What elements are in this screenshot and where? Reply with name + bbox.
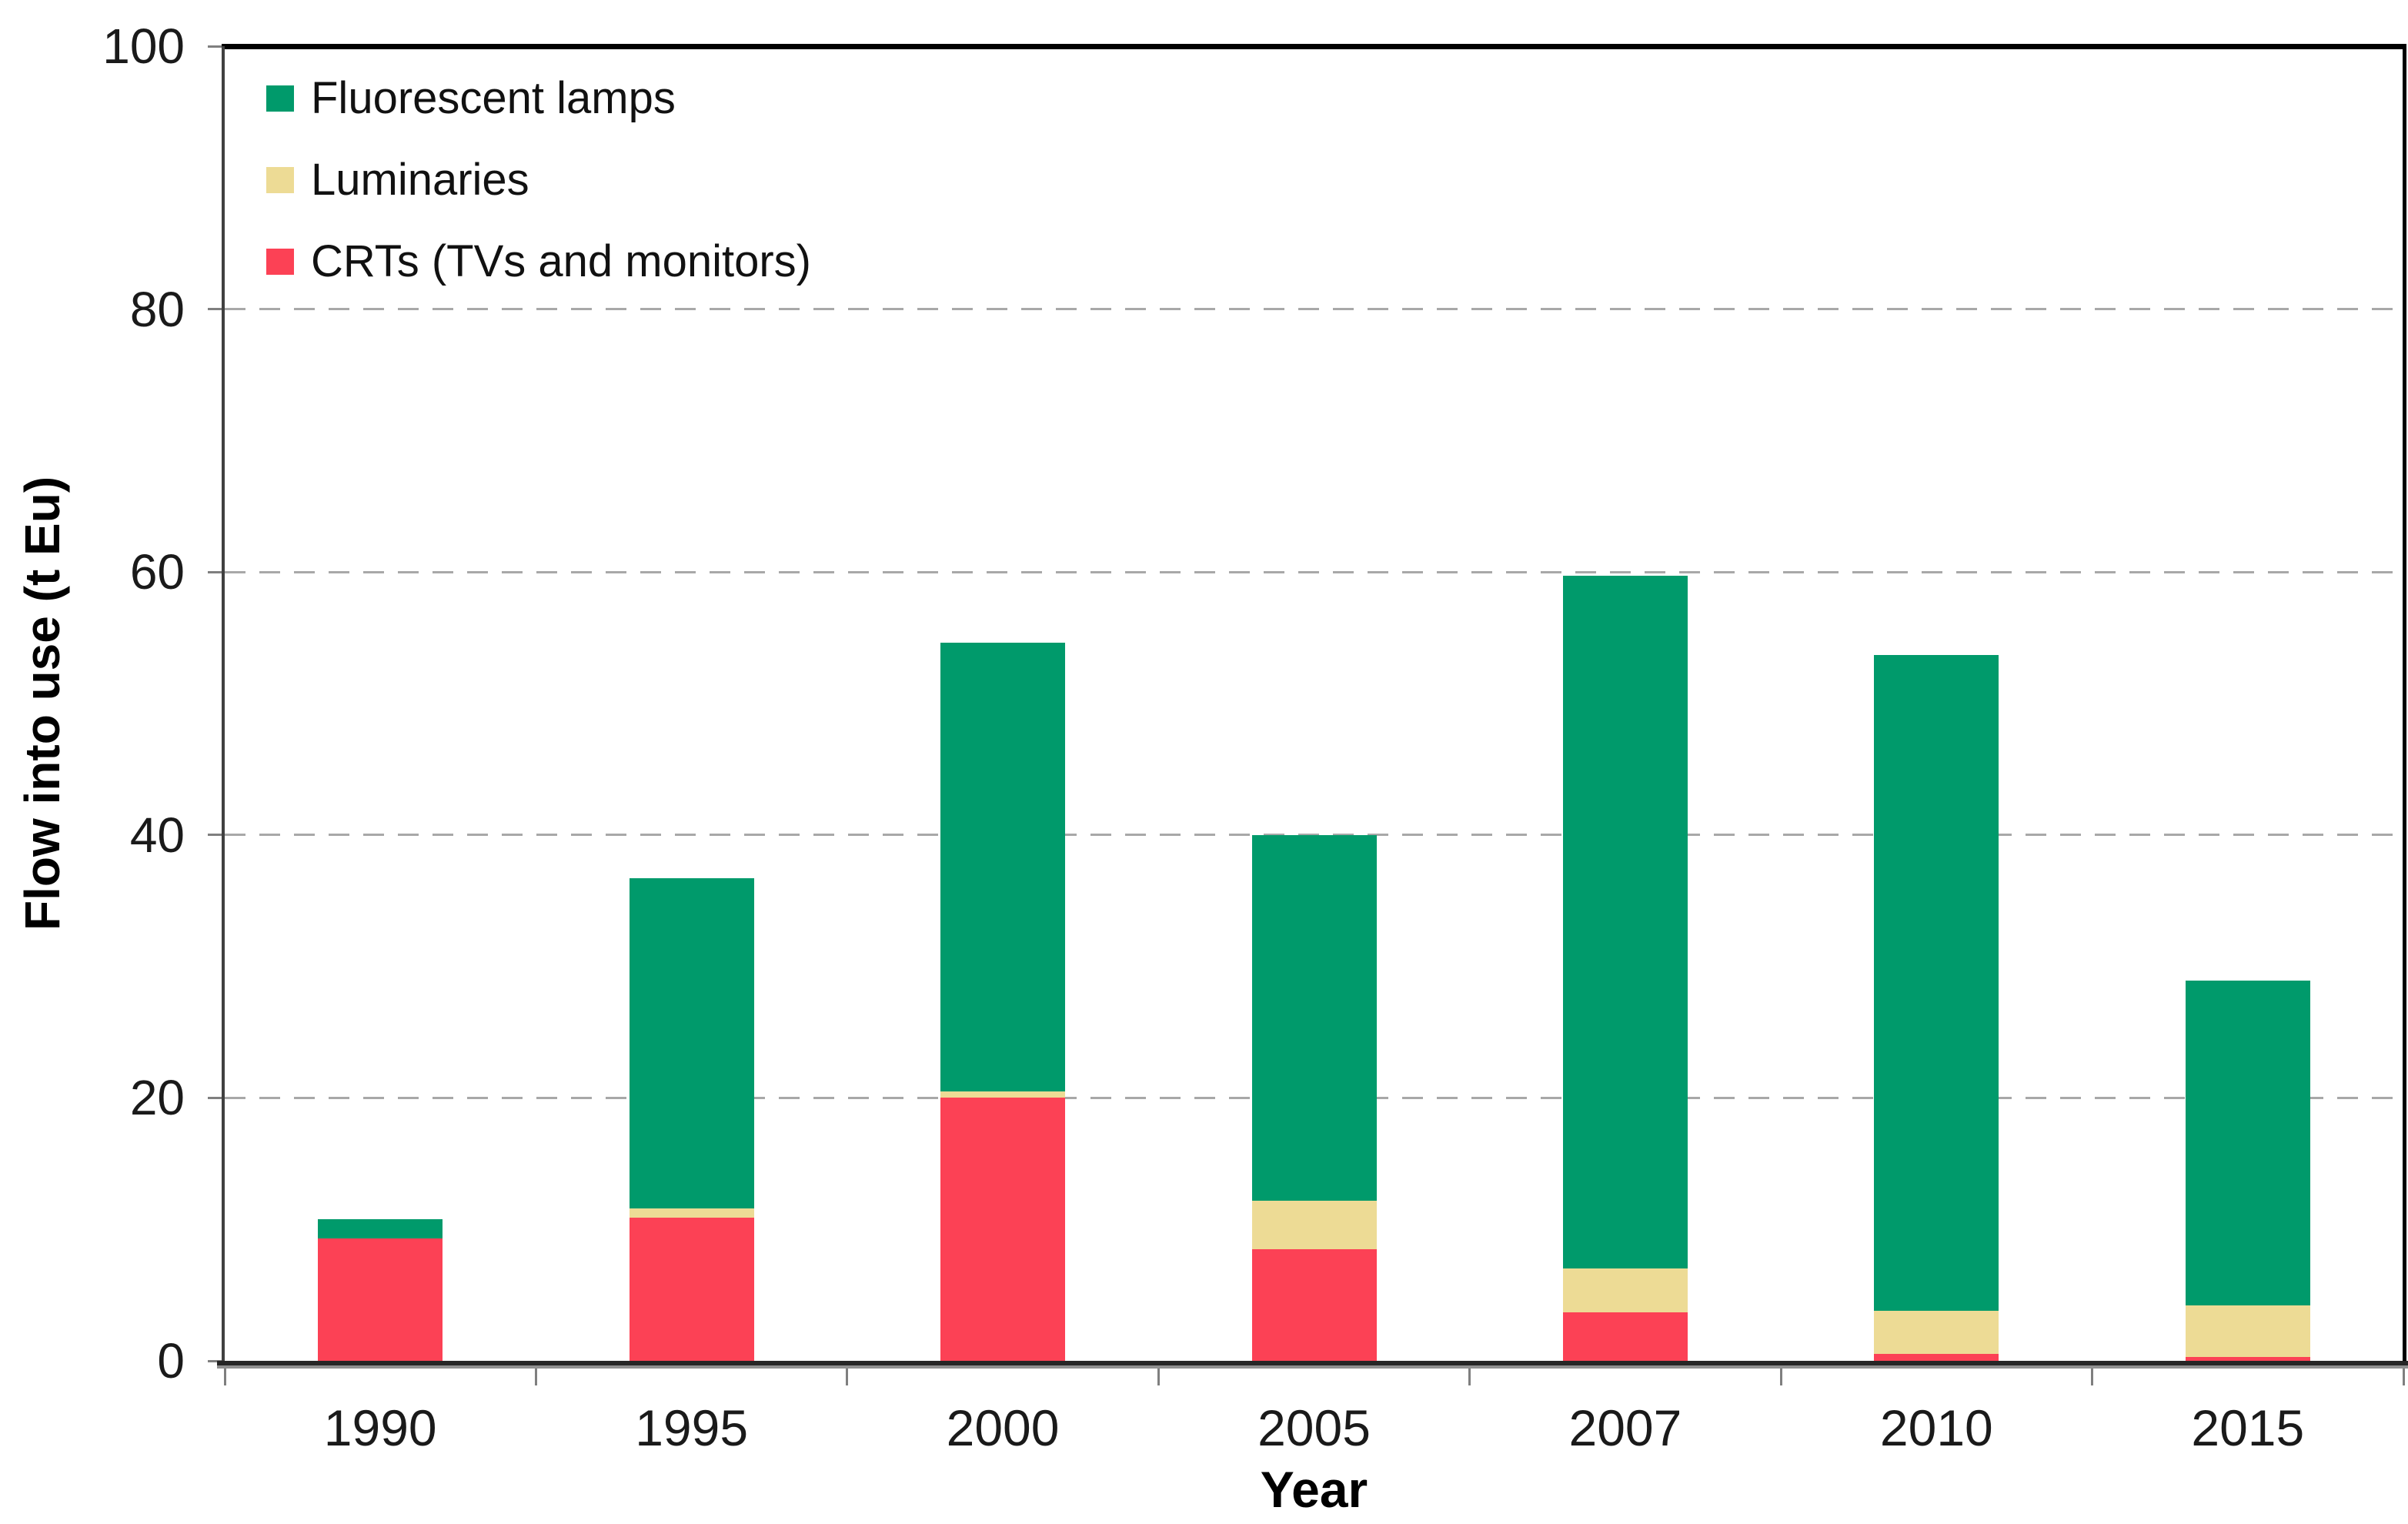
x-tick-mark — [1468, 1367, 1471, 1385]
y-axis-line — [222, 46, 225, 1361]
legend-swatch-icon — [266, 167, 294, 193]
x-tick-label: 2010 — [1879, 1399, 1993, 1456]
x-tick-mark — [2091, 1367, 2094, 1385]
bar-segment — [1874, 1311, 1999, 1355]
legend-label: Luminaries — [311, 155, 529, 205]
x-tick-mark — [223, 1367, 226, 1385]
y-tick-label: 60 — [129, 544, 185, 600]
bar-segment — [2185, 1356, 2310, 1361]
x-tick-label: 2000 — [946, 1399, 1060, 1456]
legend-label: Fluorescent lamps — [311, 73, 676, 123]
bar-segment — [629, 1217, 754, 1361]
legend-swatch-icon — [266, 85, 294, 112]
legend-item: Luminaries — [266, 155, 529, 205]
bar-segment — [318, 1238, 443, 1361]
bar-segment — [1874, 654, 1999, 1312]
gridline — [225, 570, 2403, 573]
y-tick-mark — [208, 1359, 223, 1362]
x-tick-mark — [1157, 1367, 1160, 1385]
y-tick-mark — [208, 1096, 223, 1099]
y-tick-label: 80 — [129, 281, 185, 337]
bar-segment — [940, 1091, 1066, 1098]
x-tick-label: 2015 — [2191, 1399, 2305, 1456]
plot-area: Fluorescent lamps Luminaries CRTs (TVs and… — [208, 44, 2408, 1385]
legend-swatch-icon — [266, 249, 294, 275]
bar-segment — [1874, 1354, 1999, 1361]
bar-segment — [318, 1218, 443, 1239]
legend-label: CRTs (TVs and monitors) — [311, 236, 811, 286]
plot-frame-right — [2403, 44, 2406, 1361]
x-tick-mark — [534, 1367, 537, 1385]
bar-segment — [1251, 1248, 1377, 1361]
y-tick-label: 40 — [129, 807, 185, 863]
bar-segment — [629, 1208, 754, 1218]
y-axis-title: Flow into use (t Eu) — [15, 476, 70, 931]
bar-segment — [1251, 1200, 1377, 1249]
bar-segment — [1251, 834, 1377, 1201]
x-tick-mark — [2402, 1367, 2405, 1385]
x-axis-title: Year — [1260, 1461, 1368, 1518]
x-tick-label: 1995 — [635, 1399, 749, 1456]
bar-segment — [940, 1098, 1066, 1361]
x-axis-line-shadow — [217, 1365, 2408, 1369]
bar-segment — [940, 643, 1066, 1091]
x-tick-mark — [1779, 1367, 1782, 1385]
x-tick-label: 2005 — [1257, 1399, 1371, 1456]
bar-segment — [629, 878, 754, 1208]
y-tick-mark — [208, 45, 223, 48]
x-tick-label: 2007 — [1568, 1399, 1682, 1456]
legend-item: Fluorescent lamps — [266, 73, 676, 123]
y-tick-mark — [208, 834, 223, 837]
x-tick-label: 1990 — [323, 1399, 437, 1456]
bar-segment — [2185, 1305, 2310, 1357]
legend-item: CRTs (TVs and monitors) — [266, 236, 811, 286]
gridline — [225, 308, 2403, 311]
y-tick-label: 20 — [129, 1070, 185, 1126]
bar-segment — [1562, 1312, 1688, 1361]
y-tick-label: 100 — [102, 18, 185, 74]
bar-segment — [1562, 576, 1688, 1269]
x-axis-line — [217, 1361, 2408, 1365]
x-tick-mark — [846, 1367, 849, 1385]
plot-frame-top — [222, 44, 2406, 49]
y-tick-label: 0 — [157, 1333, 185, 1389]
bar-segment — [1562, 1268, 1688, 1312]
bar-segment — [2185, 981, 2310, 1306]
y-tick-mark — [208, 570, 223, 573]
y-tick-mark — [208, 308, 223, 311]
